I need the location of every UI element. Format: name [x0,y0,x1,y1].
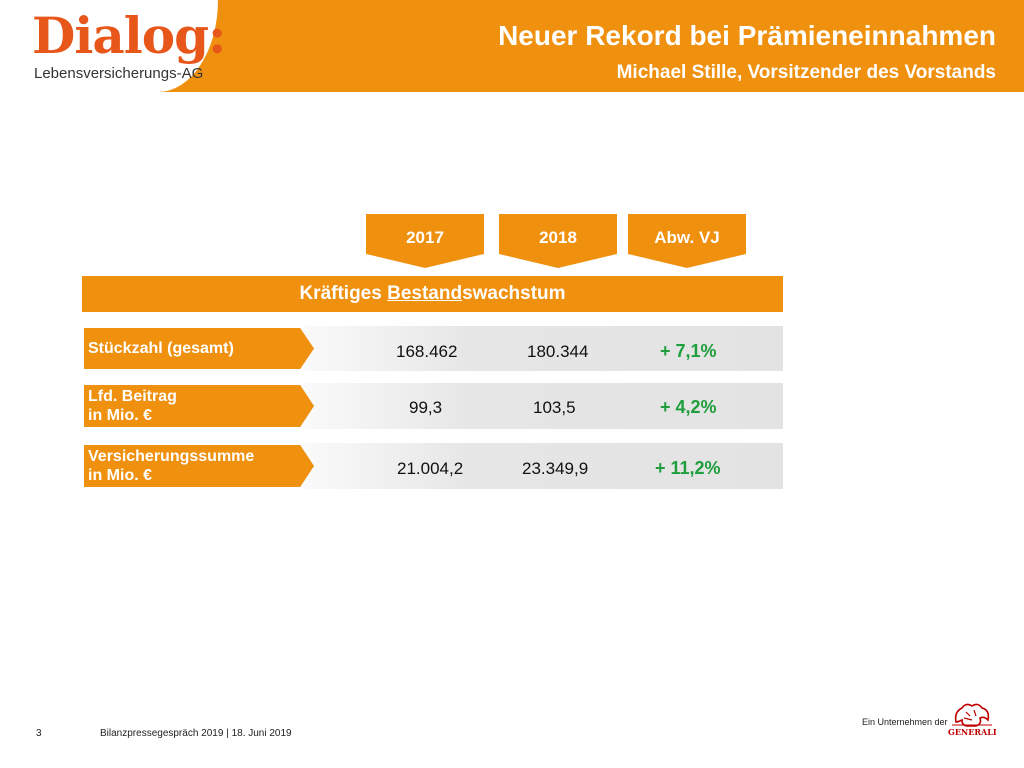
row-label: Lfd. Beitrag in Mio. € [84,385,314,427]
row-label: Versicherungssumme in Mio. € [84,445,314,487]
row-label-line1: Versicherungssumme [88,448,255,465]
row-label-line2: in Mio. € [88,467,152,484]
column-label: Abw. VJ [654,228,720,247]
column-header-2017: 2017 [366,214,484,268]
value-2018: 23.349,9 [522,459,589,478]
banner-suffix: swachstum [462,283,566,304]
dialog-logo: Dialog: [32,6,227,65]
logo-panel: Dialog: Lebensversicherungs-AG [0,0,227,92]
slide-subtitle: Michael Stille, Vorsitzender des Vorstan… [616,62,996,83]
column-label: 2018 [539,228,577,247]
row-label-line1: Stückzahl (gesamt) [88,340,234,357]
banner-prefix: Kräftiges [299,283,388,304]
table-row-versicherungssumme: Versicherungssumme in Mio. € 21.004,2 23… [82,443,783,489]
table-row-stueckzahl: Stückzahl (gesamt) 168.462 180.344 + 7,1… [82,326,783,371]
value-2018: 180.344 [527,342,589,361]
generali-logo-text: GENERALI [948,727,997,737]
logo-subtitle: Lebensversicherungs-AG [34,65,204,82]
row-label: Stückzahl (gesamt) [84,328,314,369]
value-2017: 99,3 [409,398,443,417]
table-row-lfd-beitrag: Lfd. Beitrag in Mio. € 99,3 103,5 + 4,2% [82,383,783,429]
value-abw: + 4,2% [660,397,717,417]
value-abw: + 11,2% [655,458,721,478]
footer-company-text: Ein Unternehmen der [862,717,948,727]
value-2017: 168.462 [396,342,458,361]
banner-underlined: Bestand [387,283,463,304]
page-number: 3 [36,728,42,739]
value-2017: 21.004,2 [397,459,464,478]
generali-lion-icon [952,703,992,727]
row-label-line1: Lfd. Beitrag [88,388,177,405]
column-header-2018: 2018 [499,214,617,268]
column-header-abw-vj: Abw. VJ [628,214,746,268]
footer-text: Bilanzpressegespräch 2019 | 18. Juni 201… [100,728,292,739]
value-2018: 103,5 [533,398,576,417]
slide-title: Neuer Rekord bei Prämieneinnahmen [498,20,996,51]
column-label: 2017 [406,228,444,247]
section-banner: Kräftiges Bestand swachstum [82,276,783,312]
value-abw: + 7,1% [660,341,717,361]
row-label-line2: in Mio. € [88,407,152,424]
